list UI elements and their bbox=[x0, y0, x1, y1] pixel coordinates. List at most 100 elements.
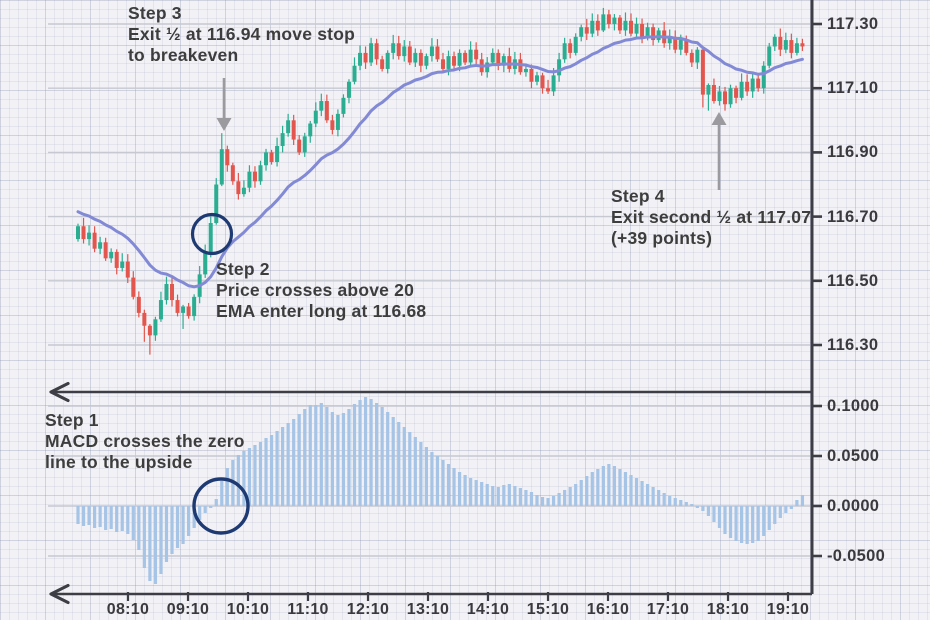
macd-histogram-bar bbox=[87, 506, 91, 525]
macd-histogram-bar bbox=[380, 407, 384, 506]
candle-body bbox=[772, 36, 777, 47]
candle-body bbox=[219, 149, 224, 185]
candle-body bbox=[523, 68, 528, 73]
candle-body bbox=[380, 59, 385, 69]
candle-body bbox=[230, 165, 235, 182]
macd-histogram-bar bbox=[800, 495, 805, 506]
macd-histogram-bar bbox=[120, 506, 124, 531]
candle-body bbox=[684, 40, 689, 53]
macd-histogram-bar bbox=[717, 506, 722, 528]
macd-histogram-bar bbox=[634, 478, 639, 506]
macd-histogram-bar bbox=[397, 422, 401, 506]
candle-body bbox=[374, 43, 379, 60]
candle-body bbox=[114, 251, 119, 268]
candle-body bbox=[761, 65, 766, 89]
candle-body bbox=[247, 171, 252, 188]
candle-body bbox=[369, 43, 374, 63]
macd-histogram-bar bbox=[673, 498, 677, 506]
macd-histogram-bar bbox=[773, 506, 777, 524]
ema-line bbox=[76, 35, 804, 289]
macd-histogram-bar bbox=[258, 442, 263, 506]
candle-body bbox=[280, 133, 285, 146]
candle-body bbox=[689, 52, 694, 63]
macd-histogram-bar bbox=[629, 475, 633, 506]
macd-histogram-bar bbox=[209, 506, 213, 508]
candle-body bbox=[723, 91, 728, 105]
candle-body bbox=[794, 43, 799, 53]
annotation-step1-line1: MACD crosses the zero bbox=[45, 431, 245, 451]
candle-body bbox=[153, 319, 158, 336]
macd-histogram-bar bbox=[109, 506, 113, 529]
annotation-step3-line1: Exit ½ at 116.94 move stop bbox=[128, 24, 355, 44]
candle-body bbox=[76, 226, 80, 240]
annotation-step4-line1: Exit second ½ at 117.07 bbox=[611, 207, 812, 227]
annotation-step1-line2: line to the upside bbox=[45, 452, 193, 472]
annotation-step1-title: Step 1 bbox=[45, 410, 99, 430]
candle-body bbox=[606, 14, 611, 24]
candle-body bbox=[158, 300, 163, 320]
candle-body bbox=[756, 78, 761, 89]
macd-tick-label: 0.0000 bbox=[827, 497, 880, 515]
macd-histogram-bar bbox=[657, 490, 661, 506]
candle-body bbox=[214, 184, 219, 224]
candle-body bbox=[181, 306, 186, 313]
candle-body bbox=[341, 97, 346, 114]
macd-histogram-bar bbox=[756, 506, 760, 541]
macd-histogram-bar bbox=[784, 506, 788, 513]
candle-body bbox=[446, 56, 451, 69]
macd-histogram-bar bbox=[751, 506, 755, 543]
annotation-step2: Step 2 Price crosses above 20 EMA enter … bbox=[216, 259, 426, 322]
candle-body bbox=[711, 84, 716, 102]
macd-histogram-bar bbox=[723, 506, 727, 534]
candle-body bbox=[335, 113, 340, 130]
candle-body bbox=[164, 284, 169, 301]
macd-histogram-bar bbox=[557, 493, 561, 506]
candle-body bbox=[269, 152, 274, 163]
macd-histogram-bar bbox=[518, 488, 522, 506]
candle-body bbox=[739, 81, 744, 98]
macd-cross-highlight-circle bbox=[192, 477, 250, 535]
macd-histogram-bar bbox=[391, 417, 395, 506]
candle-body bbox=[81, 226, 86, 240]
candle-body bbox=[252, 171, 257, 182]
macd-histogram-bar bbox=[469, 478, 473, 506]
candle-body bbox=[568, 43, 573, 53]
macd-histogram-bar bbox=[413, 437, 417, 506]
macd-histogram-bar bbox=[142, 506, 146, 568]
candle-body bbox=[291, 120, 296, 140]
macd-histogram-bar bbox=[679, 500, 683, 506]
macd-histogram-bar bbox=[446, 464, 451, 506]
macd-tick-label: 0.1000 bbox=[827, 397, 880, 415]
macd-histogram-bar bbox=[419, 442, 423, 506]
candle-body bbox=[645, 27, 650, 37]
macd-histogram-bar bbox=[623, 472, 628, 506]
macd-histogram-bar bbox=[225, 468, 229, 506]
macd-histogram-bar bbox=[701, 506, 705, 511]
candle-body bbox=[562, 43, 567, 60]
candle-body bbox=[623, 20, 628, 31]
annotation-step2-line2: EMA enter long at 116.68 bbox=[216, 301, 427, 321]
macd-histogram-bar bbox=[607, 464, 611, 506]
candle-body bbox=[534, 75, 539, 82]
candle-body bbox=[264, 152, 269, 166]
step3-arrow-down-icon bbox=[216, 118, 232, 131]
candle-body bbox=[424, 56, 429, 66]
candle-body bbox=[324, 101, 329, 121]
macd-histogram-bar bbox=[92, 506, 97, 528]
macd-histogram-bar bbox=[175, 506, 180, 548]
macd-histogram-bar bbox=[585, 476, 589, 506]
candle-body bbox=[103, 242, 108, 259]
macd-histogram-bar bbox=[524, 490, 528, 506]
macd-histogram-bar bbox=[286, 423, 290, 506]
macd-histogram-bar bbox=[795, 500, 799, 506]
macd-tick-label: -0.0500 bbox=[827, 547, 886, 565]
candle-body bbox=[789, 40, 794, 53]
candle-body bbox=[546, 88, 551, 92]
candle-body bbox=[413, 52, 418, 63]
macd-histogram-bar bbox=[668, 496, 672, 506]
time-tick-label: 15:10 bbox=[526, 601, 570, 618]
macd-histogram-bar bbox=[441, 460, 445, 506]
candle-body bbox=[540, 75, 545, 89]
macd-histogram-bar bbox=[164, 506, 169, 562]
candle-body bbox=[203, 251, 208, 275]
